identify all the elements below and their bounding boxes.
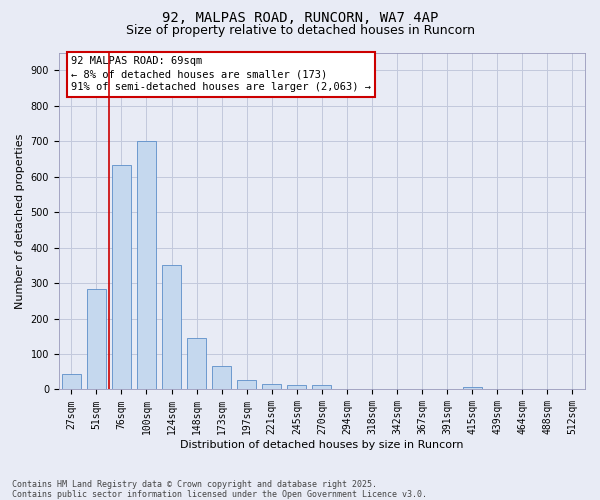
- Bar: [62, 374, 81, 390]
- Bar: [87, 289, 106, 390]
- Bar: [212, 366, 231, 390]
- Text: 92, MALPAS ROAD, RUNCORN, WA7 4AP: 92, MALPAS ROAD, RUNCORN, WA7 4AP: [162, 11, 438, 25]
- Text: Size of property relative to detached houses in Runcorn: Size of property relative to detached ho…: [125, 24, 475, 37]
- Bar: [112, 166, 131, 390]
- Bar: [313, 385, 331, 390]
- Bar: [187, 338, 206, 390]
- Bar: [262, 384, 281, 390]
- Bar: [137, 141, 156, 390]
- Y-axis label: Number of detached properties: Number of detached properties: [15, 134, 25, 308]
- Bar: [238, 380, 256, 390]
- Text: 92 MALPAS ROAD: 69sqm
← 8% of detached houses are smaller (173)
91% of semi-deta: 92 MALPAS ROAD: 69sqm ← 8% of detached h…: [71, 56, 371, 92]
- Bar: [287, 385, 306, 390]
- Bar: [162, 266, 181, 390]
- Bar: [463, 386, 482, 390]
- X-axis label: Distribution of detached houses by size in Runcorn: Distribution of detached houses by size …: [180, 440, 464, 450]
- Text: Contains HM Land Registry data © Crown copyright and database right 2025.
Contai: Contains HM Land Registry data © Crown c…: [12, 480, 427, 499]
